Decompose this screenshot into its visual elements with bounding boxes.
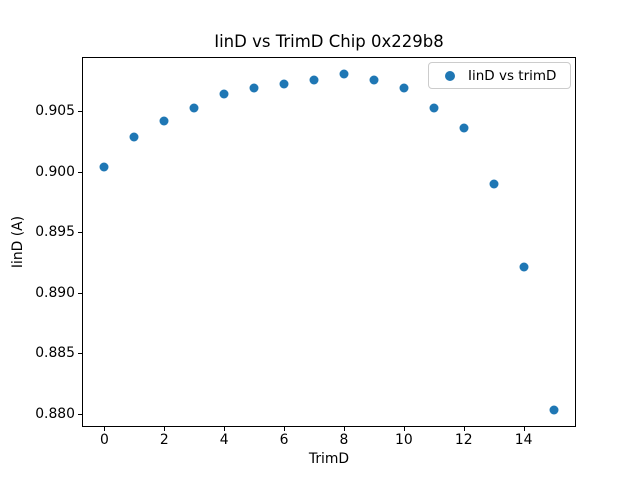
y-tick-label: 0.905 <box>35 103 75 120</box>
x-tick-label: 10 <box>395 432 413 448</box>
y-tick-label: 0.880 <box>35 405 75 422</box>
legend-box: IinD vs trimD <box>428 62 571 89</box>
y-tick-mark <box>78 413 82 415</box>
scatter-point <box>369 75 379 85</box>
x-tick-label: 2 <box>159 432 169 448</box>
scatter-point <box>429 103 439 113</box>
scatter-point <box>189 103 199 113</box>
x-tick-mark <box>164 427 166 431</box>
x-tick-label: 0 <box>100 432 109 448</box>
scatter-point <box>489 179 499 189</box>
x-tick-mark <box>224 427 226 431</box>
scatter-point <box>459 123 469 133</box>
scatter-point <box>519 262 529 272</box>
y-tick-label: 0.890 <box>35 284 75 301</box>
scatter-point <box>309 75 319 85</box>
scatter-point <box>159 116 169 126</box>
scatter-point <box>219 89 229 99</box>
x-tick-label: 14 <box>514 432 533 448</box>
x-tick-mark <box>403 427 405 431</box>
y-tick-mark <box>78 171 82 173</box>
y-tick-label: 0.895 <box>35 224 75 241</box>
y-tick-label: 0.900 <box>35 163 75 180</box>
scatter-point <box>549 405 559 415</box>
scatter-point <box>99 162 109 172</box>
y-tick-mark <box>78 232 82 234</box>
legend-marker-dot-icon <box>445 70 455 81</box>
legend-label: IinD vs trimD <box>468 67 557 84</box>
x-tick-mark <box>284 427 286 431</box>
y-tick-mark <box>78 111 82 113</box>
x-tick-mark <box>523 427 525 431</box>
x-tick-label: 4 <box>219 432 229 448</box>
scatter-point <box>339 69 349 79</box>
scatter-point <box>279 79 289 89</box>
x-tick-label: 6 <box>279 432 289 448</box>
scatter-point <box>129 132 139 142</box>
x-tick-label: 12 <box>454 432 473 448</box>
plot-area <box>82 57 576 427</box>
y-tick-mark <box>78 353 82 355</box>
x-tick-mark <box>463 427 465 431</box>
y-tick-label: 0.885 <box>35 345 75 362</box>
x-tick-mark <box>104 427 106 431</box>
x-axis-label: TrimD <box>308 451 350 467</box>
y-tick-mark <box>78 292 82 294</box>
scatter-point <box>399 83 409 93</box>
chart-title: IinD vs TrimD Chip 0x229b8 <box>214 32 444 51</box>
scatter-point <box>249 83 259 93</box>
x-tick-label: 8 <box>339 432 349 448</box>
x-tick-mark <box>343 427 345 431</box>
